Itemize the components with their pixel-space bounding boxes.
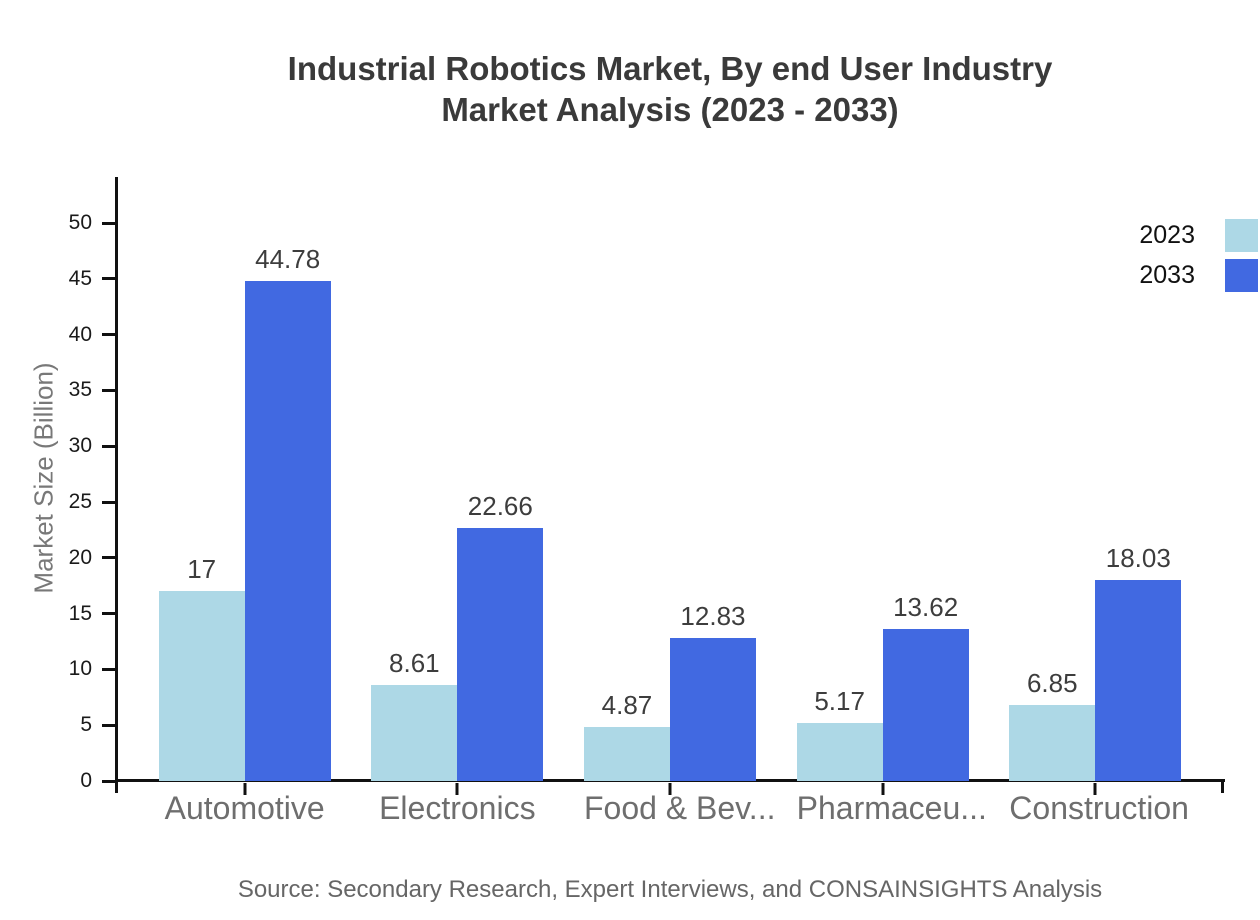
bar-value-label: 18.03: [1105, 542, 1171, 573]
y-tick-30: 30: [69, 434, 117, 458]
x-axis-tick: [668, 783, 672, 795]
y-tick-20: 20: [69, 546, 117, 570]
y-tick-5: 5: [80, 713, 117, 737]
y-tick-label: 40: [68, 322, 92, 346]
x-axis-end-tick: [1221, 782, 1224, 793]
y-tick-label: 10: [68, 657, 92, 681]
y-tick-mark: [102, 277, 117, 281]
bar-group-pharmaceu: 5.17 13.62: [796, 592, 969, 795]
bar-2023-automotive: 17: [158, 554, 245, 781]
y-tick-mark: [102, 612, 117, 616]
x-axis-category-label-food-bev: Food & Bev...: [583, 790, 776, 826]
y-tick-mark: [102, 500, 117, 504]
y-tick-label: 0: [80, 769, 92, 792]
bar-2023-food-bev: 4.87: [583, 690, 670, 781]
y-tick-mark: [102, 723, 117, 727]
x-axis-category-label-automotive: Automotive: [164, 790, 325, 826]
y-tick-mark: [102, 221, 117, 225]
bar-group-automotive: 17 44.78: [158, 244, 331, 795]
bar-2033-automotive: 44.78: [244, 244, 331, 781]
y-tick-15: 15: [69, 602, 117, 626]
bar-2023-pharmaceu: 5.17: [796, 686, 883, 781]
bar-value-label: 13.62: [893, 592, 959, 623]
bar-2033-construction: 18.03: [1095, 543, 1182, 781]
x-axis-category-label-pharmaceu: Pharmaceu...: [796, 790, 987, 826]
chart-title: Industrial Robotics Market, By end User …: [118, 48, 1222, 130]
x-axis-labels: Automotive Electronics Food & Bev... Pharma…: [118, 790, 1222, 827]
chart-title-line2: Market Analysis (2023 - 2033): [441, 91, 899, 128]
y-tick-mark: [102, 667, 117, 671]
x-axis-tick: [243, 783, 247, 795]
bar-2023-construction: 6.85: [1009, 668, 1096, 781]
bar-group-food-bev: 4.87 12.83: [583, 601, 756, 795]
bar-value-label: 44.78: [255, 244, 321, 275]
bar-value-label: 4.87: [601, 689, 653, 720]
y-tick-label: 5: [80, 713, 92, 737]
bar-value-label: 22.66: [467, 491, 533, 522]
y-tick-mark: [102, 779, 117, 783]
y-tick-mark: [102, 556, 117, 560]
legend-item-2033[interactable]: 2033: [1139, 259, 1258, 292]
y-tick-label: 50: [68, 211, 92, 234]
y-tick-45: 45: [69, 267, 117, 291]
bar-value-label: 6.85: [1026, 667, 1078, 698]
plot-area: 17 44.78 8.61 22.66 4.87 12.83 5.17 13.62 6.85 18…: [118, 223, 1222, 795]
y-tick-mark: [102, 444, 117, 448]
bar-value-label: 17: [187, 554, 217, 585]
y-tick-label: 45: [68, 266, 92, 290]
y-tick-35: 35: [69, 378, 117, 402]
x-axis-tick: [881, 783, 885, 795]
bar-2033-pharmaceu: 13.62: [882, 592, 969, 781]
y-tick-0: 0: [80, 769, 117, 793]
bar-value-label: 12.83: [680, 600, 746, 631]
bar-group-electronics: 8.61 22.66: [371, 491, 544, 795]
y-tick-label: 35: [68, 378, 92, 402]
legend: 2023 2033: [1139, 219, 1258, 292]
bar-value-label: 5.17: [814, 686, 865, 717]
y-tick-label: 20: [68, 545, 92, 569]
x-axis-tick: [455, 783, 459, 795]
source-note: Source: Secondary Research, Expert Inter…: [237, 876, 1103, 903]
y-tick-label: 25: [68, 490, 92, 513]
bar-value-label: 8.61: [389, 647, 440, 678]
y-tick-40: 40: [69, 323, 117, 347]
y-tick-50: 50: [69, 211, 117, 235]
legend-swatch-2023: [1225, 219, 1258, 252]
y-tick-label: 15: [68, 601, 92, 625]
bar-group-construction: 6.85 18.03: [1009, 543, 1182, 795]
legend-label-2033: 2033: [1139, 261, 1195, 289]
x-axis-category-label-construction: Construction: [1009, 790, 1189, 826]
y-axis-ticks: 0 5 10 15 20 25 30 35 40 45 50: [0, 211, 117, 792]
y-tick-mark: [102, 388, 117, 392]
y-tick-label: 30: [68, 434, 92, 458]
y-tick-25: 25: [69, 490, 117, 514]
x-axis-tick: [1093, 783, 1097, 795]
bar-2033-food-bev: 12.83: [669, 601, 756, 781]
y-tick-10: 10: [69, 657, 117, 681]
bar-2023-electronics: 8.61: [371, 648, 458, 781]
bar-2033-electronics: 22.66: [457, 491, 544, 781]
y-axis-line: [115, 177, 118, 793]
x-axis-category-label-electronics: Electronics: [379, 790, 536, 826]
legend-swatch-2033: [1225, 259, 1258, 292]
chart-title-line1: Industrial Robotics Market, By end User …: [287, 50, 1053, 87]
y-tick-mark: [102, 333, 117, 337]
legend-label-2023: 2023: [1139, 221, 1195, 249]
legend-item-2023[interactable]: 2023: [1139, 219, 1258, 252]
